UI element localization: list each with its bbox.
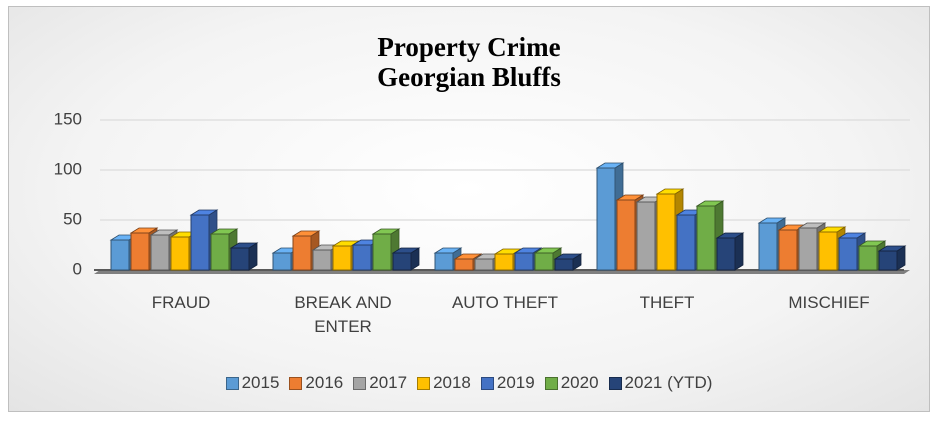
y-tick-label: 100 [54, 159, 82, 178]
legend-item: 2015 [225, 373, 280, 393]
bar [798, 227, 818, 271]
bar [272, 252, 292, 271]
x-tick-label: BREAK AND ENTER [294, 293, 392, 336]
legend-swatch [608, 376, 622, 390]
legend-swatch [480, 376, 494, 390]
bar [292, 235, 312, 271]
legend-item: 2016 [289, 373, 343, 393]
legend-item: 2019 [480, 373, 535, 393]
bar [616, 199, 636, 271]
bar [230, 247, 250, 271]
legend-label: 2018 [433, 373, 471, 392]
bar-side [734, 232, 744, 271]
chart-area [8, 6, 930, 412]
bar [372, 233, 392, 271]
x-tick-label: MISCHIEF [788, 293, 870, 312]
legend-item: 2020 [544, 373, 599, 393]
bar [514, 252, 534, 271]
bar [110, 239, 130, 271]
bar [676, 214, 696, 271]
bar [778, 229, 798, 271]
legend-label: 2015 [241, 373, 280, 392]
bar [474, 258, 494, 271]
x-tick-label: FRAUD [151, 293, 211, 312]
bar [190, 214, 210, 271]
bar [454, 258, 474, 271]
bar [392, 252, 412, 271]
bar [210, 233, 230, 271]
bar [434, 252, 454, 271]
x-tick-label: THEFT [639, 293, 695, 312]
bar [838, 237, 858, 271]
bar [170, 236, 190, 271]
y-tick-label: 0 [73, 259, 82, 278]
bar [150, 234, 170, 271]
x-tick-label: AUTO THEFT [451, 293, 559, 312]
bar [596, 167, 616, 271]
legend-item: 2018 [417, 373, 471, 393]
bar [554, 258, 574, 271]
bar [758, 222, 778, 271]
legend-item: 2017 [353, 373, 407, 393]
bar [858, 245, 878, 271]
legend-swatch [417, 376, 431, 390]
legend-swatch [225, 376, 239, 390]
bar [130, 232, 150, 271]
legend-label: 2016 [305, 373, 344, 392]
bar [656, 193, 676, 271]
bar [716, 237, 736, 271]
bar [312, 249, 332, 271]
bar [696, 205, 716, 271]
bar [352, 244, 372, 271]
legend-swatch [544, 376, 558, 390]
bar [534, 252, 554, 271]
y-tick-label: 150 [54, 109, 82, 128]
legend-item: 2021 (YTD) [608, 373, 713, 393]
bar [818, 231, 838, 271]
legend-swatch [353, 376, 367, 390]
chart-title: Property Crime Georgian Bluffs [377, 32, 561, 92]
legend-swatch [289, 376, 303, 390]
bar [332, 245, 352, 271]
legend: 2015 2016 2017 2018 2019 2020 2021 (YTD) [0, 373, 938, 393]
legend-label: 2017 [369, 373, 408, 392]
y-tick-label: 50 [63, 209, 82, 228]
bar [494, 253, 514, 271]
bar [636, 201, 656, 271]
legend-label: 2019 [496, 373, 535, 392]
legend-label: 2021 (YTD) [624, 373, 713, 392]
bar [878, 250, 898, 271]
legend-label: 2020 [560, 373, 599, 392]
